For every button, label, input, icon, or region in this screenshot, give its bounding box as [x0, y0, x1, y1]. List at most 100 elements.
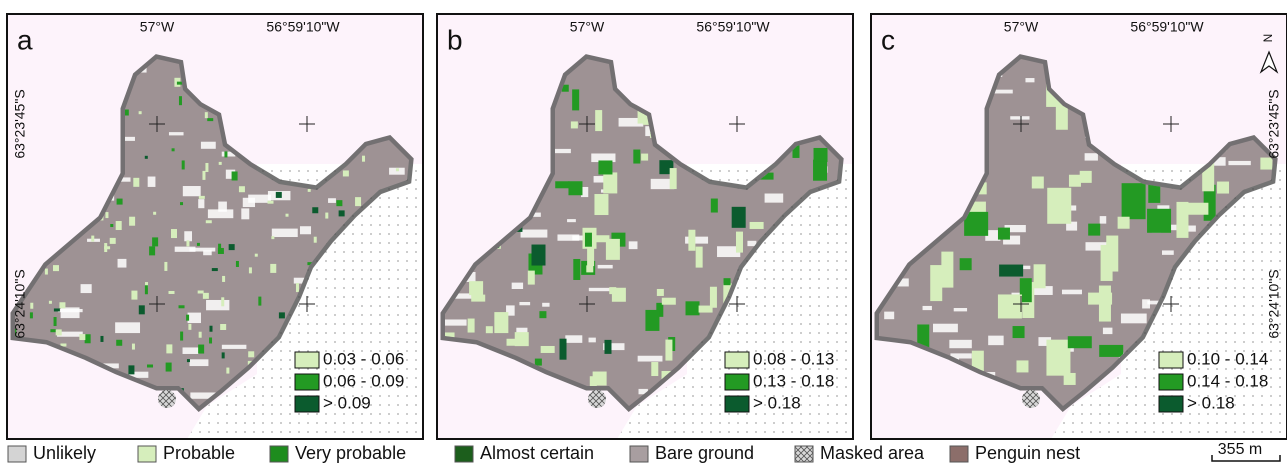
legend-swatch — [295, 374, 319, 390]
probability-cell — [212, 268, 218, 271]
probability-cell — [205, 163, 208, 172]
probability-cell — [147, 364, 153, 367]
probability-cell — [1147, 209, 1171, 233]
snow-patch — [923, 306, 932, 310]
snow-patch — [300, 226, 311, 234]
probability-cell — [169, 291, 175, 294]
snow-patch — [542, 303, 549, 307]
probability-cell — [205, 112, 208, 118]
snow-patch — [1188, 226, 1196, 232]
legend-label: 0.13 - 0.18 — [753, 371, 834, 390]
probability-cell — [1013, 326, 1025, 338]
legend-swatch — [630, 446, 648, 462]
probability-cell — [568, 181, 582, 195]
snow-patch — [1025, 78, 1034, 82]
probability-cell — [232, 171, 238, 180]
probability-cell — [276, 192, 282, 198]
probability-cell — [665, 340, 672, 361]
probability-cell — [153, 212, 156, 215]
snow-patch — [765, 194, 784, 203]
probability-cell — [152, 237, 158, 246]
probability-cell — [229, 244, 235, 250]
probability-cell — [1106, 236, 1118, 272]
snow-patch — [169, 132, 184, 135]
probability-cell — [1099, 345, 1123, 357]
probability-cell — [197, 243, 200, 246]
masked-lake — [158, 390, 176, 408]
probability-cell — [651, 362, 658, 376]
probability-cell — [688, 230, 695, 251]
latitude-label: 63°24'10"S — [1266, 269, 1282, 338]
legend-swatch — [8, 446, 26, 462]
probability-cell — [560, 339, 567, 360]
snow-patch — [1103, 328, 1113, 334]
probability-cell — [609, 287, 616, 294]
snow-patch — [201, 142, 216, 149]
legend-label: Almost certain — [480, 443, 594, 463]
probability-cell — [224, 151, 227, 157]
snow-patch — [954, 308, 967, 311]
probability-cell — [1069, 175, 1081, 187]
snow-patch — [629, 241, 638, 249]
snow-patch — [521, 230, 548, 238]
probability-cell — [270, 264, 276, 273]
probability-cell — [220, 324, 226, 330]
longitude-label: 56°59'10"W — [1130, 19, 1204, 35]
probability-cell — [171, 229, 177, 238]
probability-cell — [471, 295, 485, 302]
legend-label: 0.14 - 0.18 — [1187, 371, 1268, 390]
legend-label: Masked area — [820, 443, 925, 463]
probability-cell — [188, 324, 191, 330]
snow-patch — [1085, 153, 1098, 160]
probability-cell — [186, 315, 189, 321]
probability-cell — [998, 294, 1022, 318]
probability-cell — [79, 334, 85, 340]
probability-cell — [180, 332, 183, 341]
probability-cell — [711, 199, 718, 213]
probability-cell — [1088, 293, 1112, 305]
probability-cell — [56, 329, 62, 335]
probability-cell — [355, 197, 361, 206]
snow-patch — [565, 335, 582, 343]
probability-cell — [117, 199, 123, 205]
probability-cell — [1047, 188, 1071, 224]
latitude-label: 63°23'45"S — [1266, 89, 1282, 158]
snow-patch — [1100, 216, 1107, 224]
probability-cell — [54, 308, 60, 311]
probability-cell — [604, 340, 611, 354]
probability-cell — [236, 261, 239, 267]
snow-patch — [589, 338, 596, 343]
probability-cell — [362, 156, 365, 162]
legend-swatch — [270, 446, 288, 462]
probability-cell — [1068, 336, 1092, 348]
north-label: N — [1261, 34, 1275, 43]
probability-cell — [686, 301, 700, 315]
probability-cell — [586, 265, 593, 272]
snow-patch — [1010, 116, 1029, 119]
probability-cell — [593, 372, 607, 386]
panel-label: c — [881, 24, 895, 55]
snow-patch — [598, 265, 613, 269]
probability-cell — [396, 168, 399, 171]
probability-cell — [312, 207, 318, 213]
probability-cell — [207, 118, 213, 121]
snow-patch — [512, 283, 523, 289]
probability-cell — [271, 236, 274, 239]
probability-cell — [203, 293, 209, 299]
snow-patch — [567, 219, 576, 222]
probability-cell — [202, 171, 205, 180]
legend-label: Penguin nest — [975, 443, 1080, 463]
snow-patch — [1062, 290, 1082, 295]
probability-cell — [339, 210, 345, 216]
longitude-label: 57°W — [1004, 19, 1039, 35]
legend-swatch — [295, 396, 319, 412]
snow-patch — [115, 322, 140, 333]
longitude-label: 56°59'10"W — [696, 19, 770, 35]
probability-cell — [50, 329, 56, 332]
probability-cell — [286, 214, 289, 217]
probability-cell — [172, 148, 175, 151]
probability-cell — [314, 237, 317, 243]
probability-cell — [710, 287, 717, 308]
snow-patch — [272, 229, 298, 237]
legend-swatch — [725, 396, 749, 412]
